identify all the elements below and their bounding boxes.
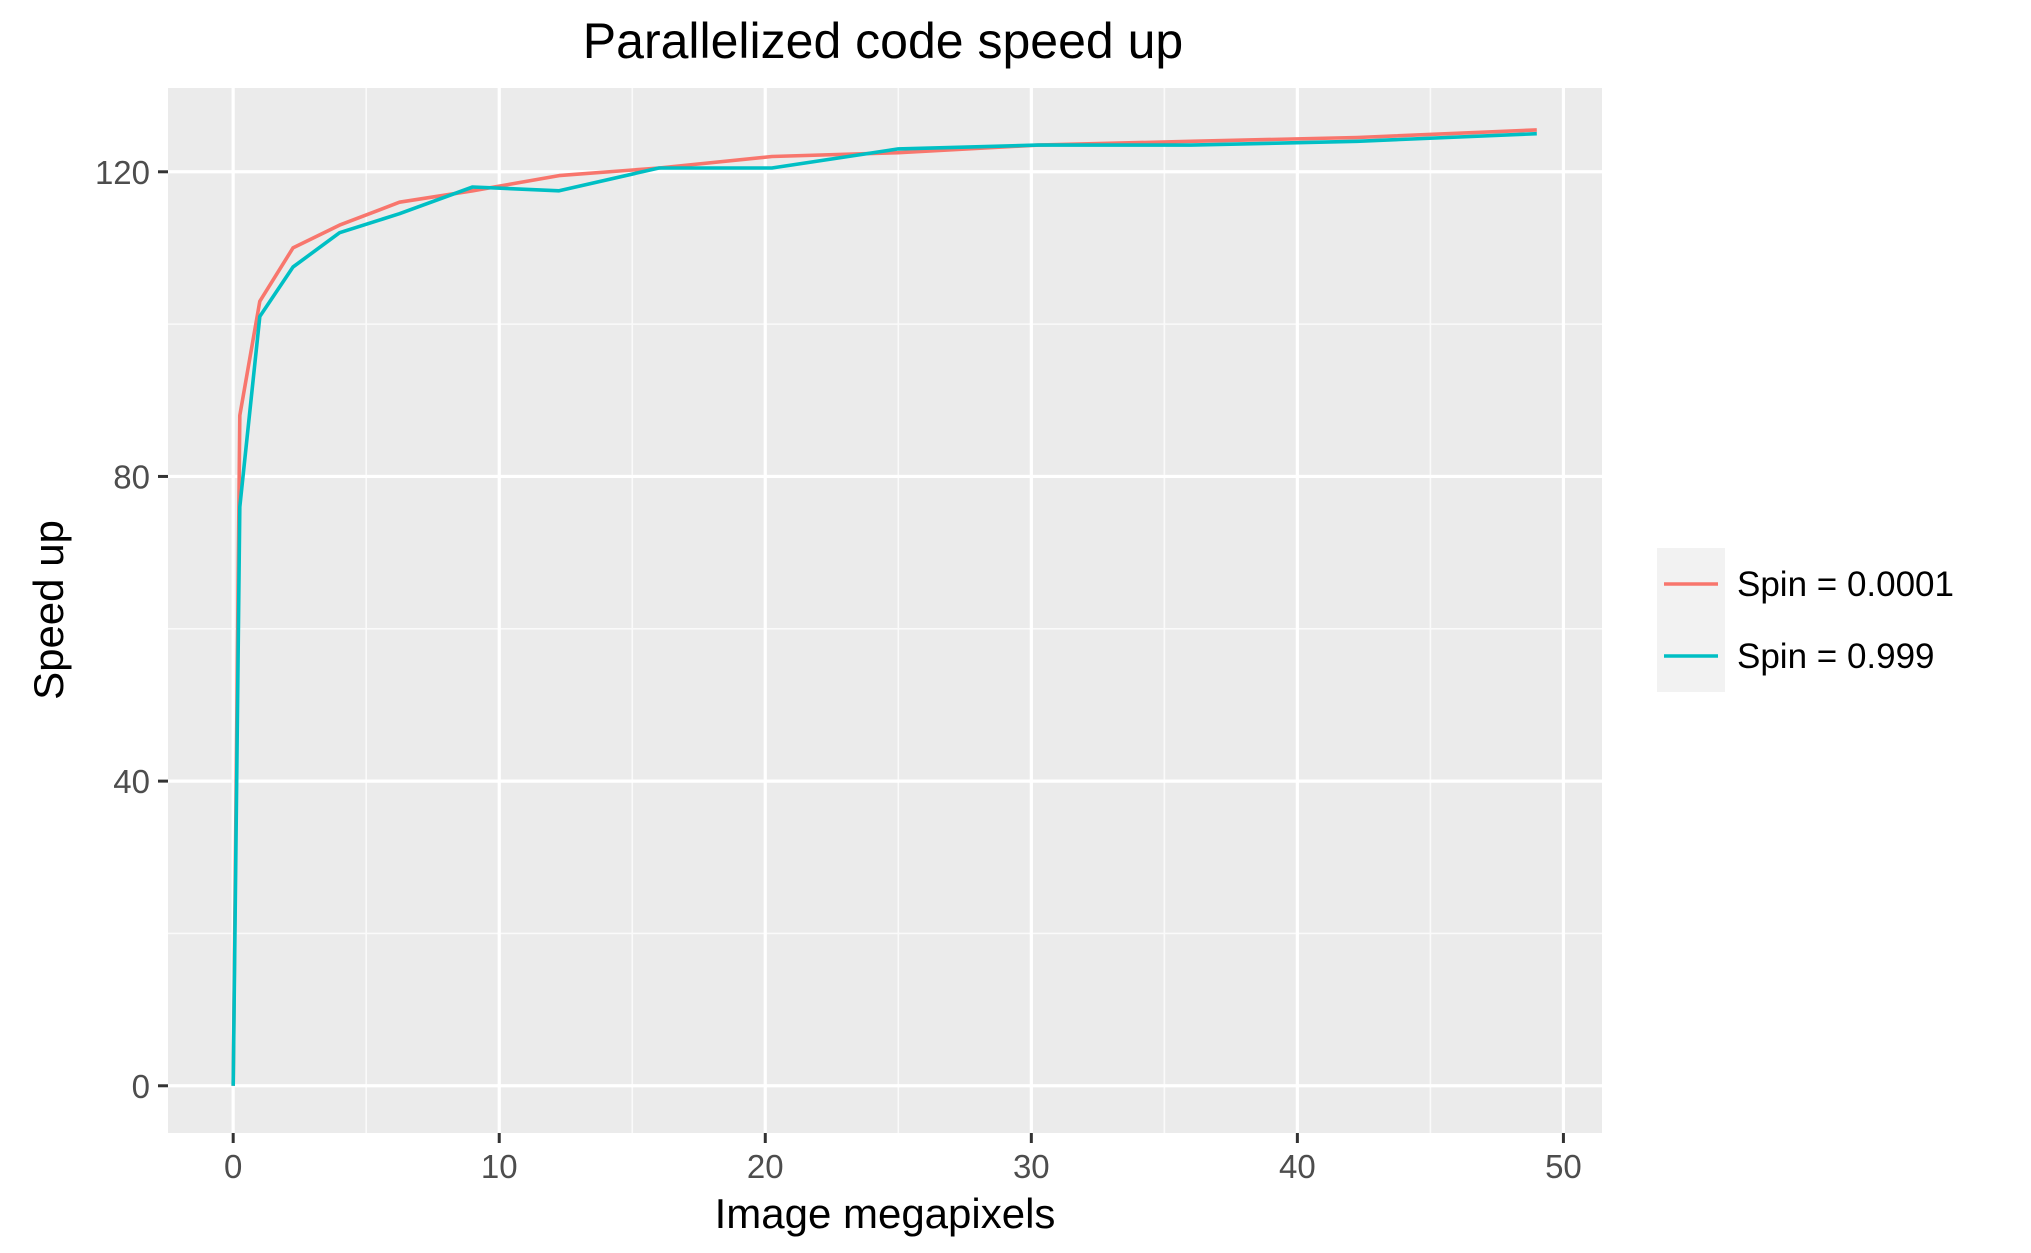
series-lines [231, 128, 1537, 1086]
x-tick-label: 30 [1013, 1148, 1050, 1185]
series-line-2 [231, 131, 1537, 1086]
x-tick-label: 0 [224, 1148, 242, 1185]
chart-title: Parallelized code speed up [583, 13, 1183, 69]
x-tick-label: 20 [747, 1148, 784, 1185]
y-tick-label: 40 [113, 763, 150, 800]
y-tick-label: 0 [132, 1068, 150, 1105]
y-axis-title: Speed up [25, 520, 72, 700]
plot-panel [168, 88, 1602, 1133]
series-line-1 [231, 128, 1537, 1086]
y-tick-label: 120 [95, 154, 150, 191]
x-axis-title: Image megapixels [715, 1190, 1056, 1237]
x-tick-label: 50 [1545, 1148, 1582, 1185]
y-axis-ticks: 0 40 80 120 [95, 154, 168, 1105]
legend-label: Spin = 0.999 [1737, 637, 1935, 676]
minor-gridlines [168, 88, 1602, 1133]
y-tick-label: 80 [113, 458, 150, 495]
x-tick-label: 10 [481, 1148, 518, 1185]
legend: Spin = 0.0001 Spin = 0.999 [1657, 548, 1954, 692]
major-gridlines [168, 88, 1602, 1133]
legend-label: Spin = 0.0001 [1737, 565, 1954, 604]
x-axis-ticks: 0 10 20 30 40 50 [224, 1133, 1582, 1185]
x-tick-label: 40 [1279, 1148, 1316, 1185]
